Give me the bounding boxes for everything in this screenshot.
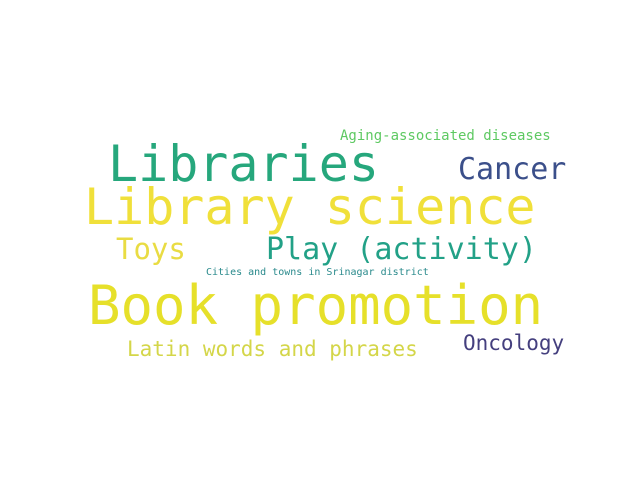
word-book-promotion: Book promotion (88, 274, 544, 337)
word-libraries: Libraries (108, 135, 379, 193)
word-latin-words: Latin words and phrases (127, 337, 418, 361)
word-cities-srinagar: Cities and towns in Srinagar district (206, 267, 429, 278)
word-library-science: Library science (84, 178, 536, 236)
word-play-activity: Play (activity) (266, 232, 537, 267)
word-cancer: Cancer (458, 152, 567, 187)
word-oncology: Oncology (463, 331, 565, 355)
word-toys: Toys (116, 232, 186, 266)
word-aging-associated-diseases: Aging-associated diseases (340, 128, 551, 144)
